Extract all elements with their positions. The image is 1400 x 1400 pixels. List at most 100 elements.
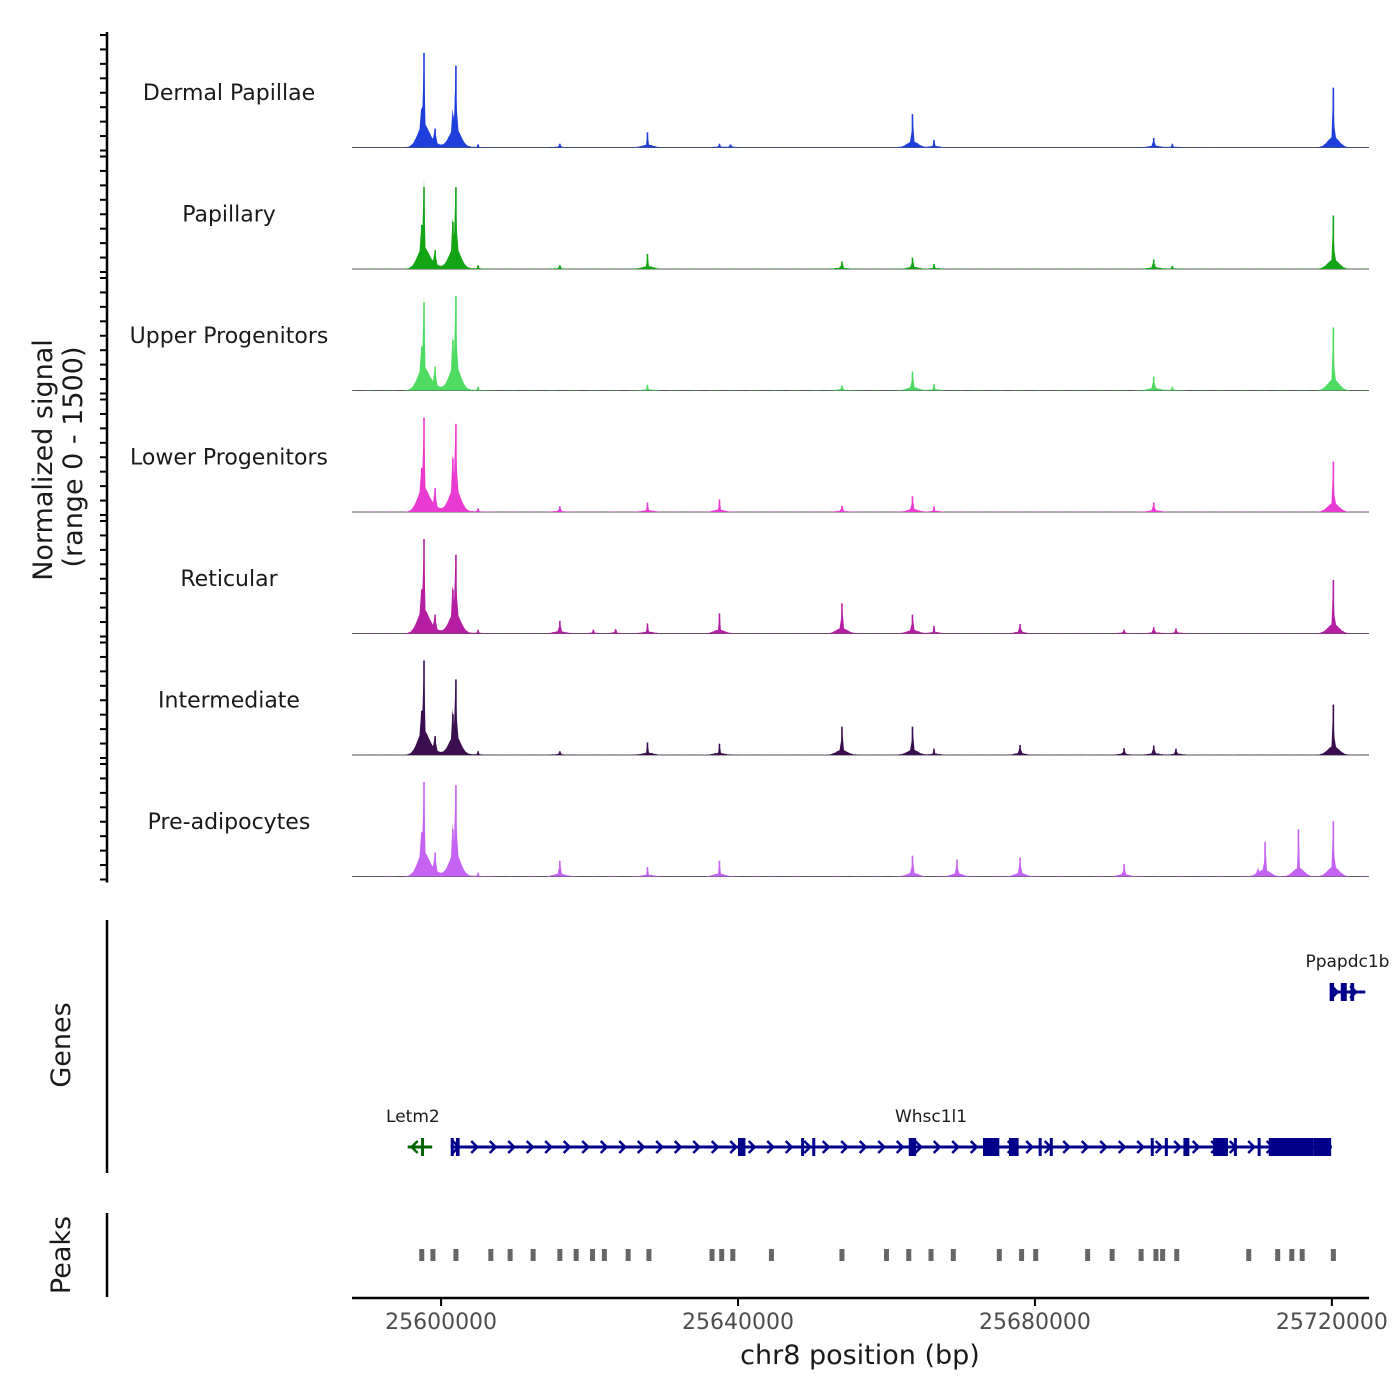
strand-arrow xyxy=(692,1140,701,1154)
strand-arrow xyxy=(710,1140,720,1154)
gene-exon xyxy=(1038,1138,1042,1156)
strand-arrow xyxy=(525,1140,535,1154)
strand-arrow xyxy=(951,1140,960,1154)
gene-exon xyxy=(812,1138,816,1156)
peak-region xyxy=(1109,1249,1115,1261)
x-tick-label: 25680000 xyxy=(979,1310,1091,1335)
peak-region xyxy=(1019,1249,1025,1261)
signal-axis-title-line-2: (range 0 - 1500) xyxy=(58,347,89,568)
peak-region xyxy=(573,1249,579,1261)
strand-arrow xyxy=(544,1140,553,1154)
peak-region xyxy=(928,1249,934,1261)
strand-arrow xyxy=(1117,1140,1127,1154)
peak-region xyxy=(557,1249,563,1261)
peak-region xyxy=(883,1249,889,1261)
peak-region xyxy=(719,1249,725,1261)
gene-exon xyxy=(1350,983,1355,1001)
strand-arrow xyxy=(488,1140,498,1154)
peak-region xyxy=(709,1249,715,1261)
strand-arrow xyxy=(729,1140,738,1154)
track-label: Pre-adipocytes xyxy=(148,810,311,835)
strand-arrow xyxy=(766,1140,775,1154)
coverage-area xyxy=(352,660,1369,755)
signal-axes xyxy=(100,32,109,883)
peak-region xyxy=(507,1249,513,1261)
strand-arrow xyxy=(655,1140,664,1154)
x-tick-label: 25720000 xyxy=(1276,1310,1388,1335)
gene-exon xyxy=(1233,1138,1237,1156)
track-label: Upper Progenitors xyxy=(130,324,329,349)
gene-whsc1l1: Whsc1l1 xyxy=(450,1107,1332,1156)
coverage-area xyxy=(352,539,1369,634)
peak-region xyxy=(419,1249,425,1261)
gene-exon xyxy=(1268,1138,1314,1156)
peak-region xyxy=(839,1249,845,1261)
peak-region xyxy=(906,1249,912,1261)
strand-arrow xyxy=(618,1140,627,1154)
gene-exon xyxy=(908,1138,917,1156)
peak-region xyxy=(1275,1249,1281,1261)
strand-arrow xyxy=(1080,1140,1090,1154)
strand-arrow xyxy=(673,1140,683,1154)
gene-exon xyxy=(1049,1138,1053,1156)
track-label: Reticular xyxy=(180,567,278,592)
peak-region xyxy=(430,1249,436,1261)
genes-axis-title: Genes xyxy=(46,1002,77,1087)
gene-exon xyxy=(801,1138,805,1156)
peak-region xyxy=(590,1249,596,1261)
peak-region xyxy=(601,1249,607,1261)
strand-arrow xyxy=(1191,1140,1201,1154)
peak-region xyxy=(1330,1249,1336,1261)
x-tick-label: 25600000 xyxy=(385,1310,497,1335)
strand-arrow xyxy=(1173,1140,1182,1154)
gene-exon xyxy=(1257,1138,1261,1156)
gene-label: Letm2 xyxy=(386,1107,440,1127)
gene-label: Whsc1l1 xyxy=(895,1107,967,1127)
peak-region xyxy=(996,1249,1002,1261)
coverage-area xyxy=(352,782,1369,877)
gene-ppapdc1b: Ppapdc1b xyxy=(1305,952,1389,1001)
strand-arrow xyxy=(747,1140,757,1154)
x-axis-ticks: 25600000 25640000 25680000 25720000 xyxy=(385,1298,1388,1335)
gene-exon xyxy=(1329,983,1335,1001)
gene-label: Ppapdc1b xyxy=(1305,952,1389,972)
strand-arrow xyxy=(599,1140,609,1154)
peak-region xyxy=(1299,1249,1305,1261)
strand-arrow xyxy=(877,1140,886,1154)
peak-region xyxy=(625,1249,631,1261)
peak-region xyxy=(950,1249,956,1261)
strand-arrow xyxy=(914,1140,923,1154)
strand-arrow xyxy=(562,1140,572,1154)
peak-region xyxy=(1033,1249,1039,1261)
peak-region xyxy=(730,1249,736,1261)
track-label: Dermal Papillae xyxy=(143,81,315,106)
strand-arrow xyxy=(470,1140,479,1154)
peak-region xyxy=(1289,1249,1295,1261)
coverage-tracks: Dermal Papillae Papillary Upper Progenitor… xyxy=(130,53,1369,877)
strand-arrow xyxy=(409,1140,419,1154)
peak-region xyxy=(1160,1249,1166,1261)
track-label: Lower Progenitors xyxy=(130,446,328,471)
coverage-area xyxy=(352,296,1369,391)
peak-region xyxy=(1085,1249,1091,1261)
gene-exon xyxy=(1313,1138,1332,1156)
peak-region xyxy=(1153,1249,1159,1261)
gene-exon xyxy=(1150,1138,1154,1156)
peak-region xyxy=(1246,1249,1252,1261)
x-tick-label: 25640000 xyxy=(682,1310,794,1335)
strand-arrow xyxy=(507,1140,516,1154)
gene-exon xyxy=(1183,1138,1190,1156)
strand-arrow xyxy=(636,1140,646,1154)
strand-arrow xyxy=(895,1140,905,1154)
peak-region xyxy=(768,1249,774,1261)
strand-arrow xyxy=(803,1140,812,1154)
peak-region xyxy=(1174,1249,1180,1261)
strand-arrow xyxy=(1099,1140,1108,1154)
coverage-area xyxy=(352,179,1369,269)
gene-exon xyxy=(1340,983,1347,1001)
strand-arrow xyxy=(1154,1140,1164,1154)
strand-arrow xyxy=(932,1140,942,1154)
strand-arrow xyxy=(821,1140,831,1154)
x-axis-title: chr8 position (bp) xyxy=(740,1340,980,1371)
